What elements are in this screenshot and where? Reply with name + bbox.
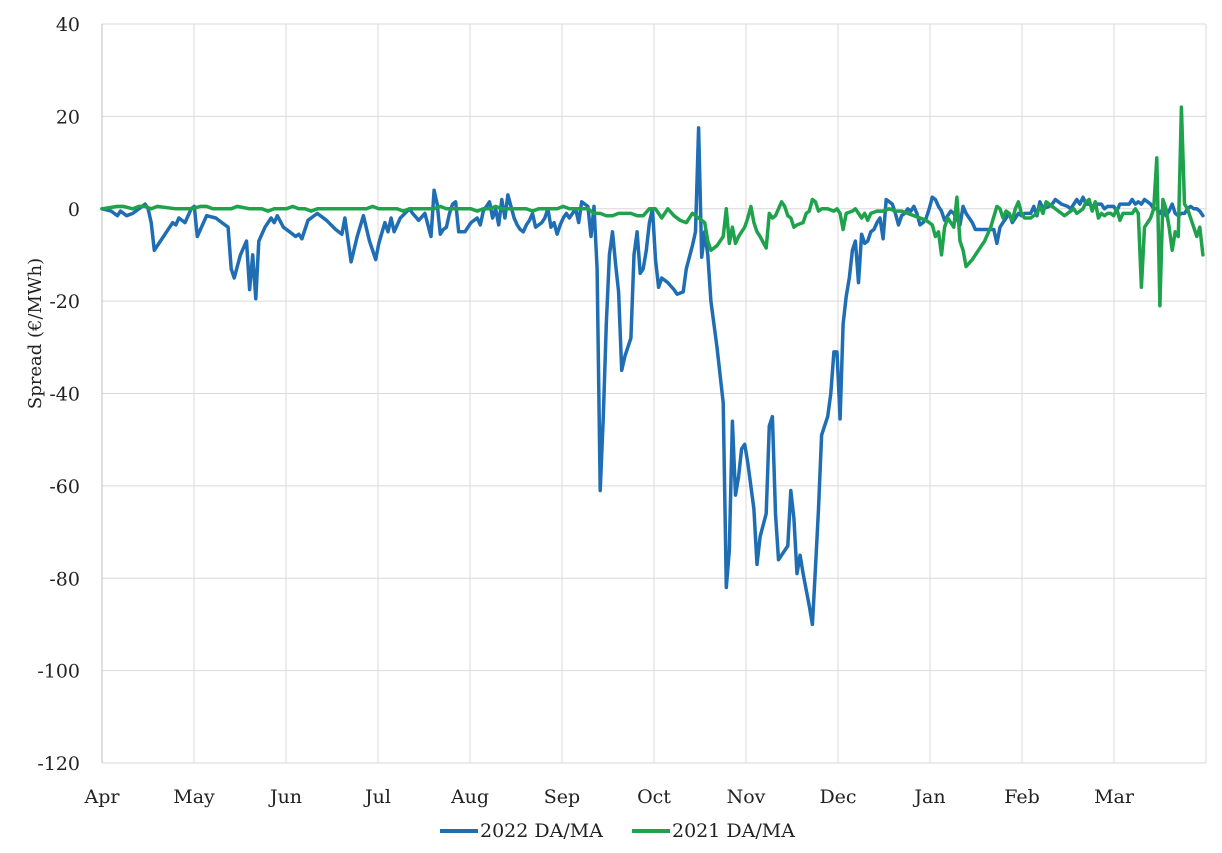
- legend-item[interactable]: 2022 DA/MA: [440, 820, 603, 842]
- y-tick-label: -120: [37, 753, 80, 775]
- x-tick-label: Oct: [637, 786, 671, 808]
- x-tick-label: Feb: [1004, 786, 1040, 808]
- y-tick-label: 0: [68, 199, 80, 221]
- series-lines: [100, 105, 1205, 627]
- grid: [101, 23, 1207, 764]
- x-tick-label: Sep: [544, 786, 580, 808]
- legend-label: 2021 DA/MA: [672, 820, 795, 842]
- x-tick-label: Mar: [1094, 786, 1135, 808]
- series-line-0: [100, 126, 1205, 627]
- x-tick-label: Jul: [363, 786, 391, 808]
- y-axis: 40 20 0 -20 -40 -60 -80 -100 -120: [37, 14, 80, 775]
- y-tick-label: -40: [49, 384, 80, 406]
- legend-item[interactable]: 2021 DA/MA: [632, 820, 795, 842]
- legend[interactable]: 2022 DA/MA 2021 DA/MA: [440, 820, 795, 842]
- series-line-1: [100, 105, 1205, 308]
- y-tick-label: -100: [37, 661, 80, 683]
- y-tick-label: -20: [49, 291, 80, 313]
- x-tick-label: May: [173, 786, 215, 808]
- y-tick-label: -80: [49, 568, 80, 590]
- y-tick-label: -60: [49, 476, 80, 498]
- y-axis-title: Spread (€/MWh): [25, 258, 46, 409]
- x-tick-label: Jan: [912, 786, 945, 808]
- legend-label: 2022 DA/MA: [480, 820, 603, 842]
- x-tick-label: Jun: [268, 786, 302, 808]
- x-tick-label: Dec: [819, 786, 856, 808]
- y-tick-label: 20: [56, 106, 80, 128]
- x-tick-label: Apr: [84, 786, 121, 808]
- x-tick-label: Nov: [727, 786, 766, 808]
- x-tick-label: Aug: [450, 786, 489, 808]
- x-axis: Apr May Jun Jul Aug Sep Oct Nov Dec Jan Feb Mar: [84, 786, 1135, 808]
- y-tick-label: 40: [56, 14, 80, 36]
